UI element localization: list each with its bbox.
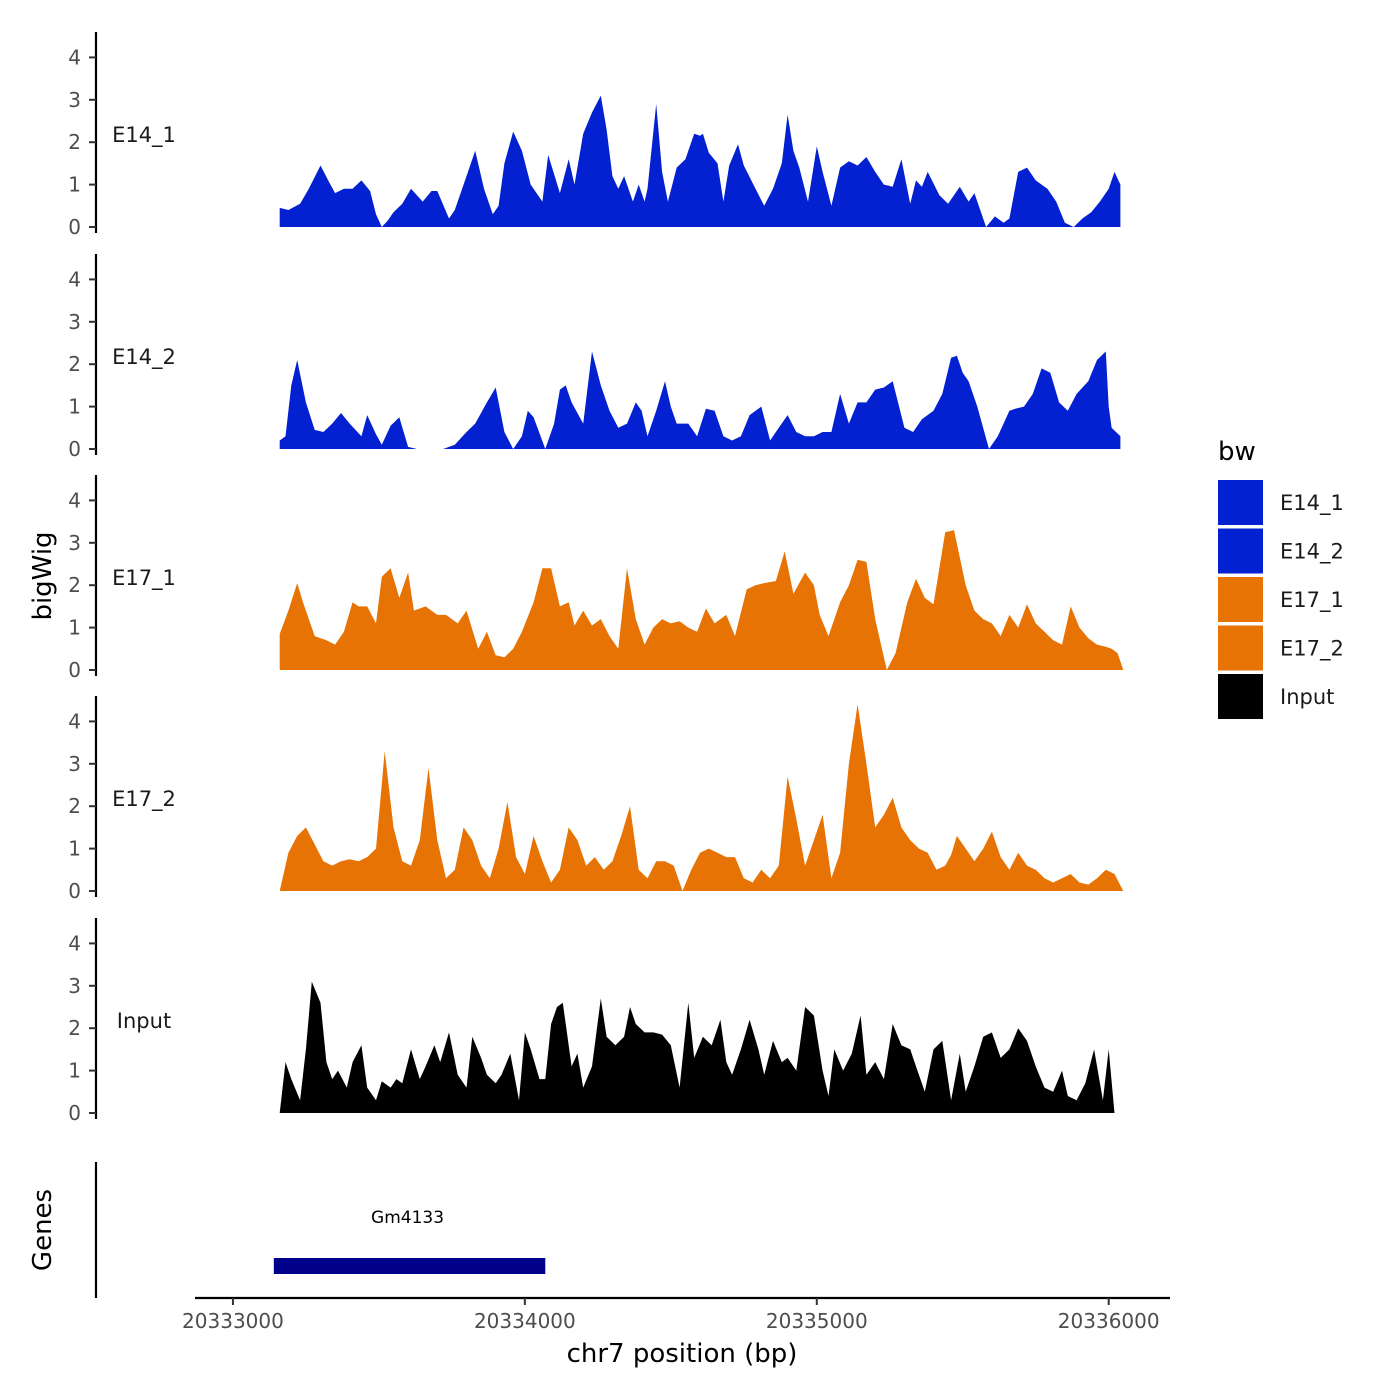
y-tick-label: 2 (68, 1016, 81, 1040)
legend-label: Input (1280, 685, 1334, 709)
area-Input (279, 981, 1124, 1113)
y-tick-label: 1 (68, 173, 81, 197)
gene-track: Genes Gm4133 (28, 1162, 546, 1298)
area-E14_1 (279, 95, 1121, 227)
y-tick-label: 0 (68, 437, 81, 461)
y-tick-label: 4 (68, 931, 81, 955)
track-E14_1: 0 1 2 3 4 E14_1 (68, 32, 1121, 239)
y-axis-title: bigWig (28, 531, 58, 620)
y-tick-label: 1 (68, 1059, 81, 1083)
y-tick-label: 1 (68, 395, 81, 419)
gene-track-y-label: Genes (28, 1189, 58, 1271)
area-E17_2 (279, 704, 1124, 891)
y-tick-label: 2 (68, 352, 81, 376)
legend: bw E14_1 E14_2 E17_1 E17_2 Input (1218, 437, 1344, 719)
x-tick-label: 20334000 (474, 1309, 576, 1333)
y-tick-label: 4 (68, 267, 81, 291)
track-E14_2: 0 1 2 3 4 E14_2 (68, 254, 1121, 461)
legend-title: bw (1218, 437, 1256, 467)
x-tick-label: 20335000 (766, 1309, 868, 1333)
gene-label: Gm4133 (371, 1208, 444, 1228)
legend-key-E17_1 (1218, 577, 1263, 622)
y-tick-label: 0 (68, 879, 81, 903)
tracks-layer: 0 1 2 3 4 E14_1 0 1 2 3 4 E14_2 0 1 2 3 4 E17_1 0 1 2 3 4 E17_2… (68, 32, 1124, 1125)
legend-label: E14_1 (1280, 491, 1344, 516)
y-tick-label: 0 (68, 215, 81, 239)
x-axis-title: chr7 position (bp) (567, 1339, 798, 1369)
legend-label: E17_2 (1280, 637, 1344, 662)
legend-key-E17_2 (1218, 625, 1263, 671)
legend-label: E14_2 (1280, 540, 1344, 565)
track-label: E17_2 (112, 787, 176, 812)
y-tick-label: 3 (68, 310, 81, 334)
track-label: E14_2 (112, 345, 176, 370)
y-tick-label: 0 (68, 658, 81, 682)
x-tick-label: 20333000 (182, 1309, 284, 1333)
y-tick-label: 1 (68, 616, 81, 640)
track-E17_1: 0 1 2 3 4 E17_1 (68, 475, 1124, 682)
x-tick-label: 20336000 (1058, 1309, 1160, 1333)
y-tick-label: 3 (68, 974, 81, 998)
y-tick-label: 2 (68, 794, 81, 818)
legend-key-E14_2 (1218, 528, 1263, 574)
track-label: Input (117, 1009, 171, 1033)
y-tick-label: 2 (68, 130, 81, 154)
y-tick-label: 2 (68, 573, 81, 597)
x-axis: chr7 position (bp) 20333000 20334000 20335… (182, 1296, 1170, 1369)
y-tick-label: 3 (68, 88, 81, 112)
legend-label: E17_1 (1280, 588, 1344, 613)
y-tick-label: 4 (68, 488, 81, 512)
y-tick-label: 1 (68, 837, 81, 861)
legend-key-Input (1218, 674, 1263, 719)
track-E17_2: 0 1 2 3 4 E17_2 (68, 696, 1124, 903)
legend-key-E14_1 (1218, 480, 1263, 525)
y-tick-label: 4 (68, 709, 81, 733)
gene-body-Gm4133 (273, 1258, 546, 1274)
area-E14_2 (279, 351, 1121, 449)
track-Input: 0 1 2 3 4 Input (68, 918, 1124, 1125)
y-tick-label: 4 (68, 45, 81, 69)
y-tick-label: 0 (68, 1101, 81, 1125)
track-label: E14_1 (112, 123, 176, 148)
area-E17_1 (279, 530, 1124, 670)
y-tick-label: 3 (68, 752, 81, 776)
track-label: E17_1 (112, 566, 176, 591)
y-tick-label: 3 (68, 531, 81, 555)
